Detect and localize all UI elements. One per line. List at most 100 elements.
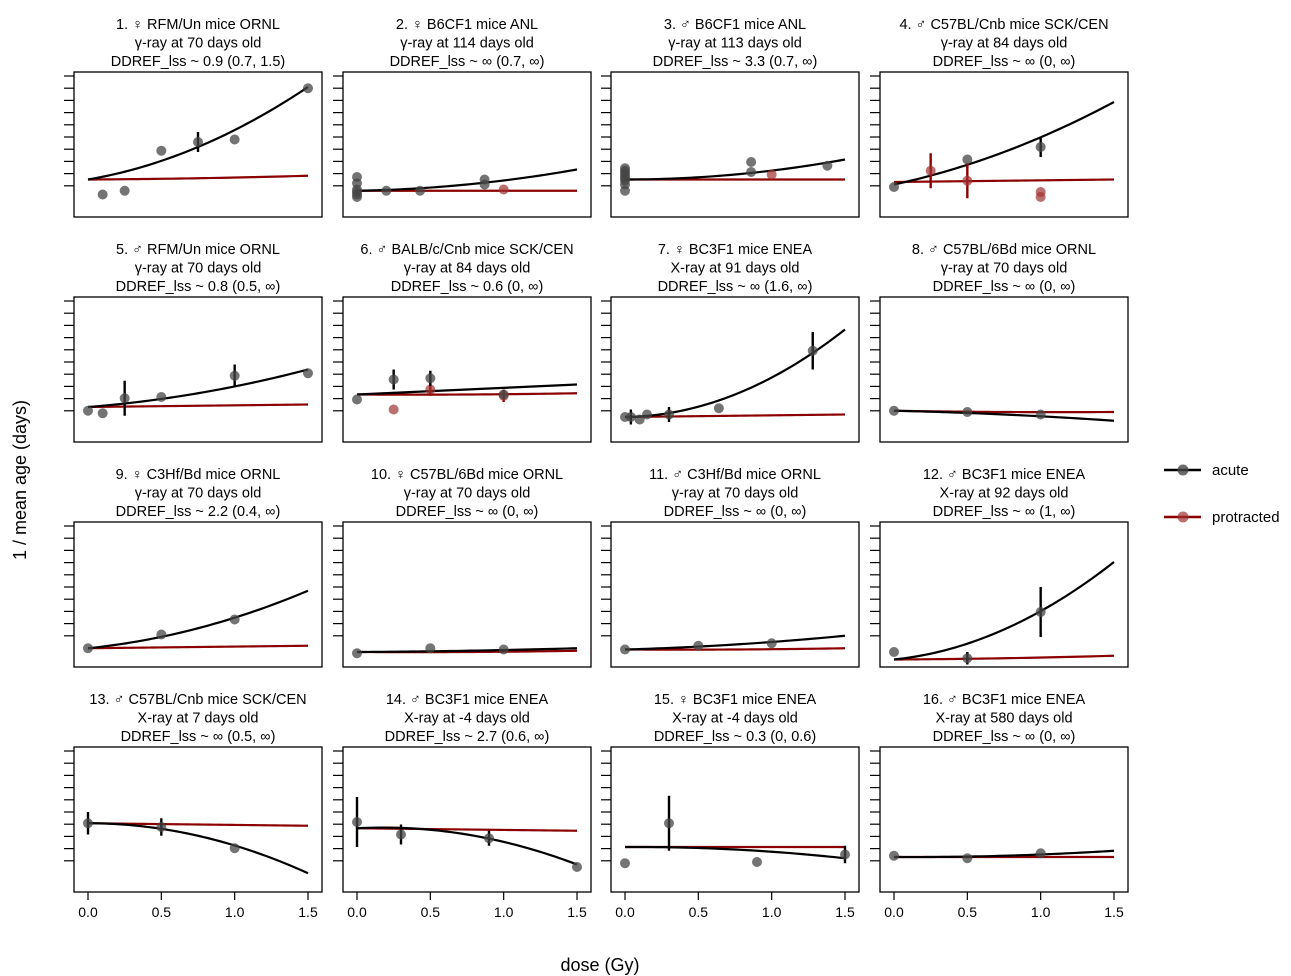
- x-tick-label: 1.0: [494, 904, 514, 920]
- acute-data-point: [415, 185, 426, 196]
- acute-data-point: [229, 134, 240, 145]
- acute-data-point: [889, 850, 899, 861]
- panel-title-line: γ-ray at 84 days old: [404, 261, 531, 277]
- legend-label: protracted: [1212, 509, 1280, 526]
- x-tick-label: 0.0: [347, 904, 367, 920]
- panel-title-line: 13. ♂ C57BL/Cnb mice SCK/CEN: [89, 692, 306, 708]
- panel-12: 12. ♂ BC3F1 mice ENEA X-ray at 92 days ol…: [870, 467, 1129, 668]
- legend-swatch-point: [1177, 511, 1189, 523]
- protracted-fit-line: [624, 647, 846, 651]
- acute-data-point: [229, 843, 240, 854]
- acute-data-point: [156, 392, 167, 402]
- protracted-data-point: [962, 175, 973, 186]
- panel-title-line: DDREF_lss ~ 2.2 (0.4, ∞): [116, 504, 281, 520]
- acute-data-point: [889, 182, 899, 192]
- acute-data-point: [766, 638, 777, 649]
- panel-title-line: DDREF_lss ~ ∞ (1, ∞): [933, 504, 1076, 520]
- panel-title-line: DDREF_lss ~ ∞ (1.6, ∞): [658, 279, 813, 295]
- panel-title-line: 3. ♂ B6CF1 mice ANL: [664, 17, 806, 33]
- panel-title-line: 16. ♂ BC3F1 mice ENEA: [923, 692, 1086, 708]
- acute-data-point: [664, 409, 674, 420]
- x-tick-label: 0.0: [615, 904, 635, 920]
- acute-data-point: [498, 389, 509, 400]
- acute-data-point: [693, 640, 704, 651]
- panel-title-line: X-ray at 580 days old: [935, 711, 1072, 727]
- acute-data-point: [620, 163, 630, 174]
- acute-data-point: [962, 407, 973, 417]
- protracted-data-point: [1035, 192, 1046, 202]
- panel-title-line: γ-ray at 84 days old: [941, 36, 1068, 52]
- protracted-fit-line: [87, 644, 309, 650]
- acute-data-point: [229, 370, 240, 381]
- panel-title-line: 10. ♀ C57BL/6Bd mice ORNL: [371, 467, 563, 483]
- panel-title-line: DDREF_lss ~ 0.3 (0, 0.6): [654, 729, 816, 745]
- legend-item-protracted: protracted: [1164, 509, 1280, 526]
- panel-9: 9. ♀ C3Hf/Bd mice ORNL γ-ray at 70 days o…: [64, 467, 323, 668]
- acute-fit-line: [624, 158, 846, 181]
- acute-data-point: [83, 818, 93, 829]
- panel-title-line: 14. ♂ BC3F1 mice ENEA: [386, 692, 549, 708]
- panel-title-line: 2. ♀ B6CF1 mice ANL: [396, 17, 538, 33]
- acute-data-point: [425, 643, 436, 654]
- acute-data-point: [713, 403, 724, 414]
- panel-title-line: X-ray at -4 days old: [404, 711, 530, 727]
- acute-data-point: [156, 822, 167, 832]
- acute-data-point: [303, 368, 313, 379]
- panel-title-line: 7. ♀ BC3F1 mice ENEA: [658, 242, 813, 258]
- panel-8: 8. ♂ C57BL/6Bd mice ORNL γ-ray at 70 days…: [870, 242, 1129, 443]
- acute-data-point: [1035, 142, 1046, 152]
- protracted-fit-line: [87, 174, 309, 181]
- legend-swatch-point: [1177, 464, 1189, 476]
- panel-frame: [879, 71, 1129, 218]
- acute-fit-line: [893, 409, 1115, 422]
- panel-title-line: X-ray at 91 days old: [671, 261, 800, 277]
- panel-title-line: DDREF_lss ~ ∞ (0, ∞): [664, 504, 807, 520]
- protracted-fit-line: [356, 392, 578, 396]
- acute-data-point: [83, 643, 93, 654]
- acute-fit-line: [356, 826, 578, 866]
- panel-frame: [610, 296, 860, 443]
- legend-item-acute: acute: [1164, 462, 1249, 479]
- acute-data-point: [746, 167, 757, 177]
- panel-title-line: γ-ray at 70 days old: [672, 486, 799, 502]
- protracted-fit-line: [624, 413, 846, 419]
- panel-2: 2. ♀ B6CF1 mice ANL γ-ray at 114 days old…: [333, 17, 592, 218]
- panel-title-line: γ-ray at 70 days old: [135, 36, 262, 52]
- acute-data-point: [352, 394, 362, 405]
- panel-11: 11. ♂ C3Hf/Bd mice ORNL γ-ray at 70 days …: [601, 467, 860, 668]
- acute-fit-line: [624, 328, 846, 419]
- acute-data-point: [156, 145, 167, 156]
- panel-title-line: γ-ray at 114 days old: [400, 36, 534, 52]
- acute-data-point: [97, 408, 108, 419]
- acute-data-point: [962, 853, 973, 864]
- protracted-fit-line: [893, 178, 1115, 184]
- acute-data-point: [1035, 409, 1046, 420]
- panel-frame: [879, 296, 1129, 443]
- acute-data-point: [479, 174, 490, 185]
- acute-data-point: [752, 857, 762, 867]
- panel-frame: [342, 296, 592, 443]
- acute-data-point: [381, 185, 392, 196]
- acute-fit-line: [356, 383, 578, 396]
- panel-frame: [342, 746, 592, 893]
- acute-fit-line: [356, 647, 578, 654]
- panel-title-line: 9. ♀ C3Hf/Bd mice ORNL: [116, 467, 281, 483]
- acute-data-point: [1035, 848, 1046, 859]
- protracted-data-point: [925, 165, 936, 176]
- panel-frame: [73, 746, 323, 893]
- x-tick-label: 0.0: [78, 904, 98, 920]
- acute-data-point: [807, 345, 818, 356]
- acute-data-point: [822, 160, 833, 171]
- acute-data-point: [620, 858, 630, 869]
- panel-5: 5. ♂ RFM/Un mice ORNL γ-ray at 70 days ol…: [64, 242, 323, 443]
- acute-fit-line: [624, 634, 846, 651]
- panel-title-line: DDREF_lss ~ ∞ (0.7, ∞): [390, 54, 545, 70]
- panel-title-line: DDREF_lss ~ ∞ (0.5, ∞): [121, 729, 276, 745]
- acute-data-point: [642, 409, 652, 420]
- panel-title-line: γ-ray at 70 days old: [135, 486, 262, 502]
- panel-7: 7. ♀ BC3F1 mice ENEA X-ray at 91 days old…: [601, 242, 860, 443]
- panel-4: 4. ♂ C57BL/Cnb mice SCK/CEN γ-ray at 84 d…: [870, 17, 1129, 218]
- panel-title-line: γ-ray at 113 days old: [668, 36, 802, 52]
- panel-title-line: X-ray at -4 days old: [672, 711, 798, 727]
